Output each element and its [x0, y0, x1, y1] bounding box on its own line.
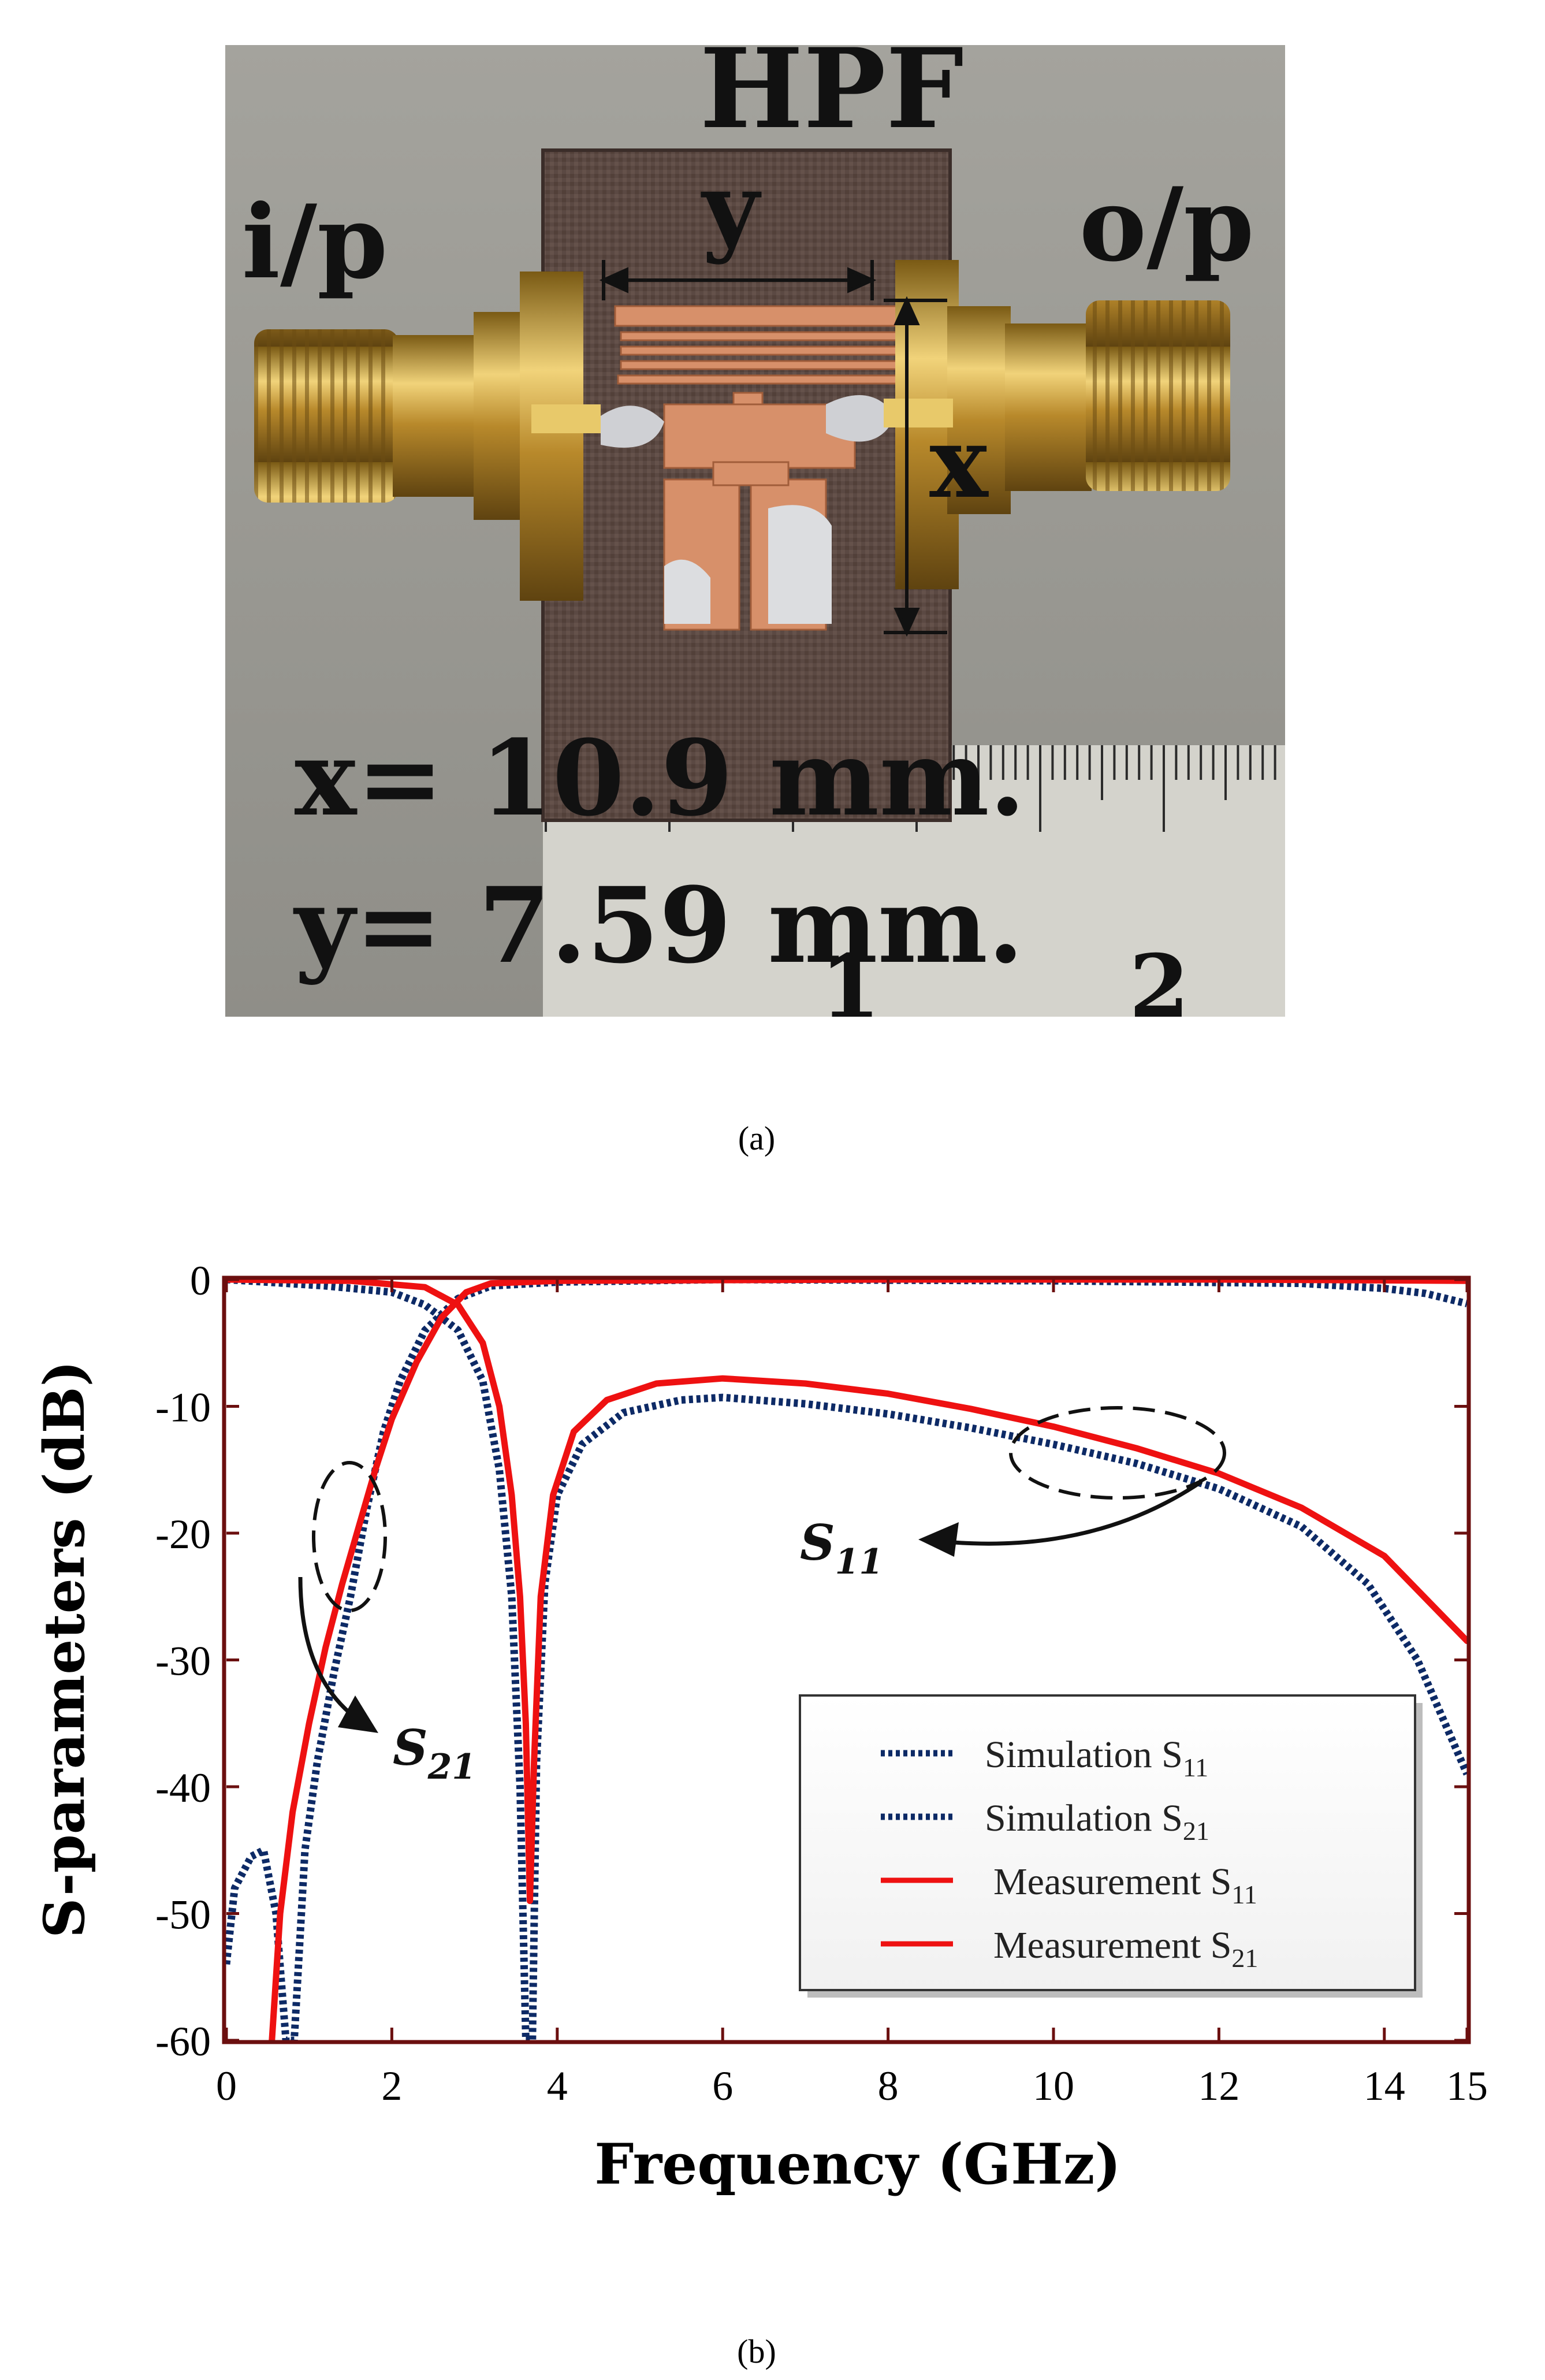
plot-frame — [222, 1275, 1471, 2044]
dimension-x — [884, 296, 947, 637]
left-sma-connector — [254, 272, 601, 601]
hpf-title: HPF — [699, 24, 963, 153]
y-tick-label: -60 — [155, 2018, 211, 2065]
legend-label-1: Simulation S11 — [985, 1734, 1208, 1782]
s21-arrowhead — [338, 1695, 378, 1733]
s21-annotation: S21 — [298, 1461, 476, 1787]
x-tick-label: 15 — [1446, 2063, 1488, 2109]
series-line-4 — [269, 1276, 1470, 2044]
solder-bottom — [664, 505, 832, 624]
dimension-y-label: y — [701, 151, 762, 266]
s21-label: S21 — [393, 1719, 476, 1787]
y-tick-label: -10 — [155, 1385, 211, 1431]
caption-a: (a) — [738, 1120, 775, 1157]
series-line-1 — [226, 1275, 1470, 2044]
y-tick-label: -30 — [155, 1638, 211, 1684]
s21-ellipse — [312, 1461, 387, 1612]
x-tick-label: 12 — [1198, 2063, 1239, 2109]
output-port-label: o/p — [1079, 166, 1254, 284]
y-axis-title: S-parameters (dB) — [32, 1360, 97, 1938]
x-axis-title: Frequency (GHz) — [594, 2132, 1121, 2197]
x-tick-label: 6 — [712, 2063, 733, 2109]
legend-label-4: Measurement S21 — [993, 1924, 1258, 1973]
chart-panel: S-parameters (dB) Frequency (GHz) 0 -10 -2… — [32, 1258, 1488, 2197]
photo-panel: 1 2 — [225, 24, 1285, 1037]
dimension-y-value: y= 7.59 mm. — [293, 865, 1024, 987]
dimension-x-value: x= 10.9 mm. — [295, 717, 1025, 839]
x-tick-labels: 0 2 4 6 8 10 12 14 15 — [216, 2063, 1488, 2109]
x-tick-label: 4 — [547, 2063, 568, 2109]
legend-box — [799, 1694, 1416, 1991]
s11-ellipse — [1009, 1406, 1226, 1500]
s11-arrow — [924, 1480, 1203, 1546]
s11-label: S11 — [800, 1514, 883, 1582]
y-tick-label: -20 — [155, 1511, 211, 1557]
s11-annotation: S11 — [800, 1406, 1226, 1582]
y-tick-label: -50 — [155, 1892, 211, 1938]
s11-arrowhead — [918, 1522, 959, 1557]
solder-left — [601, 406, 664, 448]
input-port-label: i/p — [242, 183, 388, 302]
legend-label-3: Measurement S11 — [993, 1861, 1257, 1909]
plot-series — [222, 1275, 1470, 2044]
x-tick-label: 2 — [381, 2063, 402, 2109]
x-tick-label: 10 — [1033, 2063, 1074, 2109]
x-tick-label: 8 — [878, 2063, 899, 2109]
y-tick-labels: 0 -10 -20 -30 -40 -50 -60 — [155, 1258, 211, 2065]
y-tick-label: 0 — [190, 1258, 211, 1304]
y-tick-label: -40 — [155, 1765, 211, 1811]
tick-marks — [225, 1278, 1469, 2042]
legend: Simulation S11 Simulation S21 Measurement … — [799, 1694, 1423, 1998]
dimension-x-label: x — [929, 405, 989, 520]
dimension-y — [599, 260, 877, 300]
pcb-board — [541, 148, 952, 822]
legend-label-2: Simulation S21 — [985, 1797, 1209, 1846]
x-tick-label: 0 — [216, 2063, 237, 2109]
series-line-3 — [223, 1276, 1470, 1905]
x-tick-label: 14 — [1364, 2063, 1405, 2109]
ruler-mark-2: 2 — [1129, 936, 1189, 1037]
ruler-mark-1: 1 — [820, 936, 880, 1037]
caption-b: (b) — [737, 2333, 776, 2370]
solder-right — [826, 395, 895, 442]
